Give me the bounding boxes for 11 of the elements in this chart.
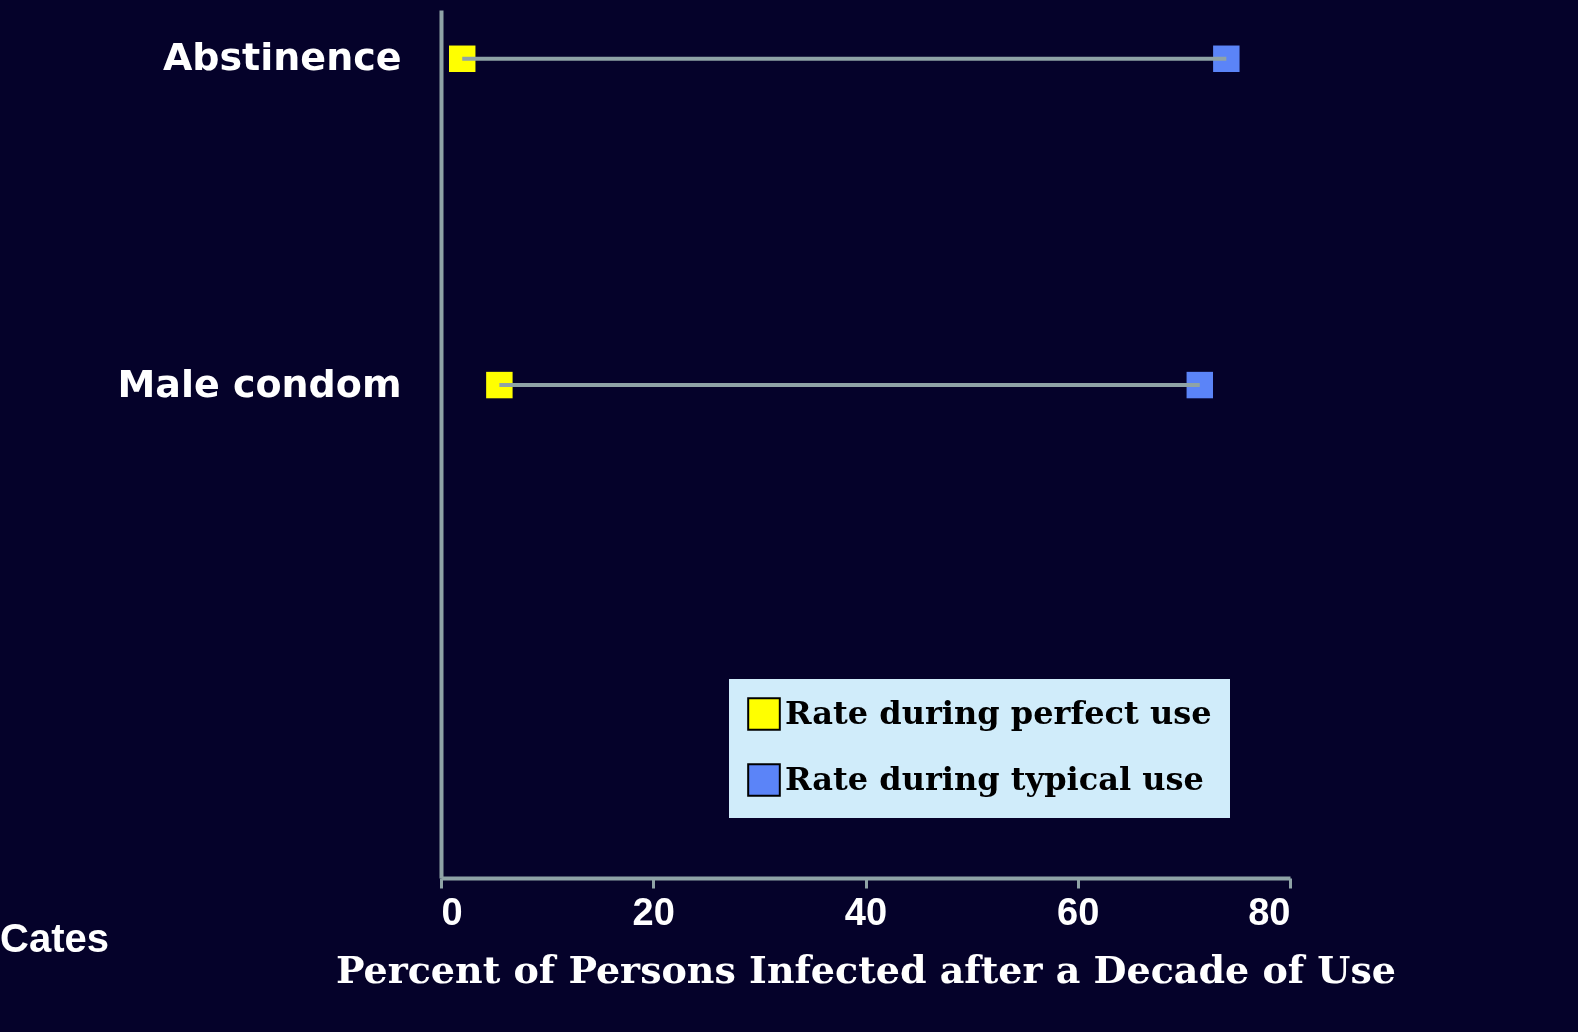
x-tick-label: 0 (441, 890, 463, 933)
x-axis-title: Percent of Persons Infected after a Decade of Use (335, 946, 1397, 992)
x-tick-label: 40 (844, 890, 888, 933)
x-tick-label: 20 (632, 890, 675, 933)
y-tick-label: Male condom (117, 361, 402, 406)
legend-label: Rate during perfect use (785, 694, 1212, 732)
x-tick-label: 80 (1248, 890, 1291, 933)
text: Cates (0, 916, 109, 960)
legend-label: Rate during typical use (785, 760, 1204, 798)
y-tick-label: Abstinence (162, 35, 402, 80)
x-tick-label: 60 (1057, 890, 1100, 933)
